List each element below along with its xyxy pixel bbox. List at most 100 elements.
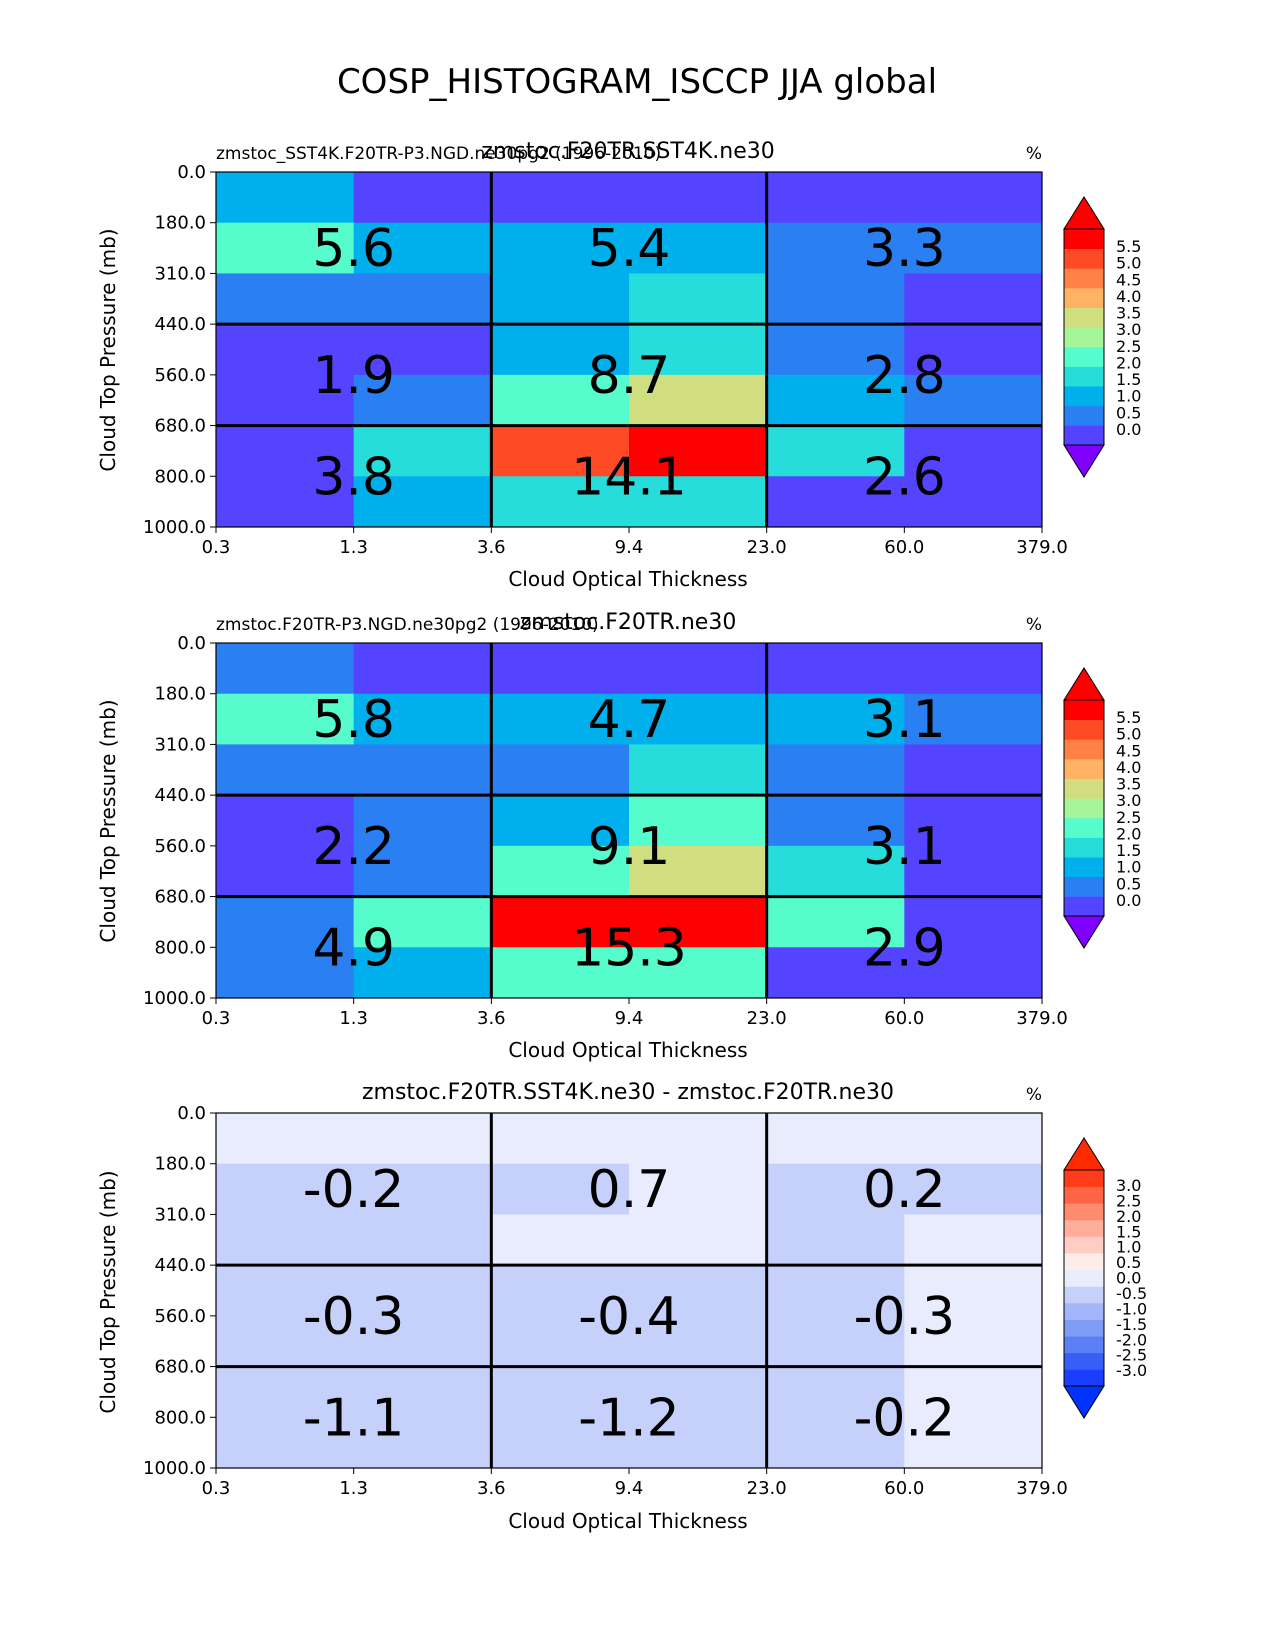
box-total-label: 14.1	[571, 447, 687, 507]
x-tick-label: 9.4	[615, 1008, 644, 1029]
heatmap-cell	[491, 896, 630, 948]
x-tick-label: 3.6	[477, 1008, 506, 1029]
heatmap-cell	[491, 374, 630, 427]
heatmap-cell	[491, 476, 630, 528]
colorbar-segment	[1064, 366, 1104, 387]
heatmap-cell	[629, 222, 768, 274]
heatmap-cell	[629, 1417, 768, 1469]
colorbar-segment	[1064, 896, 1104, 917]
heatmap-cell	[904, 1265, 1043, 1317]
heatmap-cell	[491, 1265, 630, 1317]
colorbar-over-extension	[1063, 1137, 1105, 1171]
colorbar-over-extension	[1063, 196, 1105, 230]
heatmap-cell	[216, 1315, 355, 1368]
panel-top: zmstoc_SST4K.F20TR-P3.NGD.ne30pg2 (1996-…	[96, 139, 1141, 591]
heatmap-cell	[766, 947, 905, 999]
panel-bottom: zmstoc.F20TR.SST4K.ne30 - zmstoc.F20TR.n…	[96, 1080, 1147, 1533]
y-tick-label: 1000.0	[143, 988, 206, 1009]
colorbar-tick-label: -2.0	[1116, 1330, 1147, 1349]
heatmap-cell	[766, 896, 905, 948]
x-tick-label: 0.3	[202, 1478, 231, 1499]
heatmap-cell	[491, 947, 630, 999]
colorbar-segment	[1064, 386, 1104, 407]
colorbar-tick-label: 2.0	[1116, 824, 1141, 843]
panel-top-units: %	[1026, 144, 1042, 164]
y-tick-label: 440.0	[154, 1255, 206, 1276]
heatmap-cell	[216, 1417, 355, 1469]
colorbar-segment	[1064, 346, 1104, 367]
heatmap-cell	[629, 1265, 768, 1317]
box-total-label: -0.4	[578, 1287, 679, 1347]
colorbar-tick-label: 2.5	[1116, 1191, 1141, 1210]
heatmap-cell	[353, 374, 492, 427]
heatmap-cell	[353, 795, 492, 847]
colorbar-tick-label: 5.5	[1116, 708, 1141, 727]
box-total-label: 3.1	[863, 690, 946, 750]
x-tick-label: 60.0	[884, 1478, 924, 1499]
box-total-label: 1.9	[312, 346, 395, 406]
colorbar-segment	[1064, 1352, 1104, 1370]
colorbar-frame	[1063, 699, 1105, 917]
heatmap-cell	[216, 1366, 355, 1418]
x-tick-label: 0.3	[202, 1008, 231, 1029]
colorbar-segment	[1064, 425, 1104, 446]
heatmap-cell	[491, 1417, 630, 1469]
x-tick-label: 379.0	[1016, 1478, 1068, 1499]
y-tick-label: 680.0	[154, 887, 206, 908]
colorbar-segment	[1064, 1286, 1104, 1304]
y-tick-label: 560.0	[154, 836, 206, 857]
heatmap-cell	[216, 693, 355, 745]
heatmap-cell	[353, 1315, 492, 1368]
heatmap-cell	[766, 1265, 905, 1317]
heatmap-cell	[353, 222, 492, 274]
heatmap-cell	[766, 1214, 905, 1266]
heatmap-cell	[766, 643, 905, 695]
colorbar-segment	[1064, 327, 1104, 348]
box-total-label: 5.6	[312, 219, 395, 279]
heatmap-cell	[353, 1163, 492, 1215]
heatmap-cell	[353, 693, 492, 745]
x-tick-label: 379.0	[1016, 537, 1068, 558]
colorbar-frame	[1063, 228, 1105, 446]
box-total-label: -0.2	[854, 1388, 955, 1448]
heatmap-cell	[353, 1417, 492, 1469]
heatmap-cell	[353, 324, 492, 376]
colorbar-segment	[1064, 1319, 1104, 1337]
heatmap-cell	[766, 1315, 905, 1368]
heatmap-cell	[216, 273, 355, 325]
colorbar-segment	[1064, 739, 1104, 760]
heatmap-cell	[766, 172, 905, 224]
heatmap-cell	[629, 374, 768, 427]
colorbar-tick-label: -1.5	[1116, 1315, 1147, 1334]
box-total-label: 0.7	[588, 1160, 671, 1220]
heatmap-cell	[766, 693, 905, 745]
y-tick-label: 440.0	[154, 785, 206, 806]
heatmap-cell	[904, 374, 1043, 427]
box-total-label: 3.8	[312, 447, 395, 507]
heatmap-cell	[629, 1366, 768, 1418]
x-tick-label: 9.4	[615, 1478, 644, 1499]
colorbar-tick-label: 0.0	[1116, 420, 1141, 439]
colorbar-segment	[1064, 857, 1104, 878]
panel-bottom-units: %	[1026, 1085, 1042, 1105]
y-tick-label: 310.0	[154, 1204, 206, 1225]
heatmap-cell	[629, 845, 768, 898]
box-total-label: 8.7	[588, 346, 671, 406]
panel-middle-xlabel: Cloud Optical Thickness	[508, 1038, 747, 1062]
box-total-label: -0.3	[303, 1287, 404, 1347]
colorbar-tick-label: -0.5	[1116, 1284, 1147, 1303]
x-tick-label: 9.4	[615, 537, 644, 558]
box-total-label: 15.3	[571, 918, 687, 978]
heatmap-cell	[904, 896, 1043, 948]
colorbar-frame	[1063, 1169, 1105, 1387]
colorbar-tick-label: 3.5	[1116, 304, 1141, 323]
colorbar-tick-label: 2.0	[1116, 353, 1141, 372]
heatmap-cell	[491, 643, 630, 695]
heatmap-cell	[216, 744, 355, 796]
y-tick-label: 0.0	[177, 162, 206, 183]
colorbar-segment	[1064, 817, 1104, 838]
heatmap-cell	[904, 1315, 1043, 1368]
heatmap-cell	[353, 896, 492, 948]
colorbar-segment	[1064, 1369, 1104, 1387]
heatmap-cell	[629, 324, 768, 376]
